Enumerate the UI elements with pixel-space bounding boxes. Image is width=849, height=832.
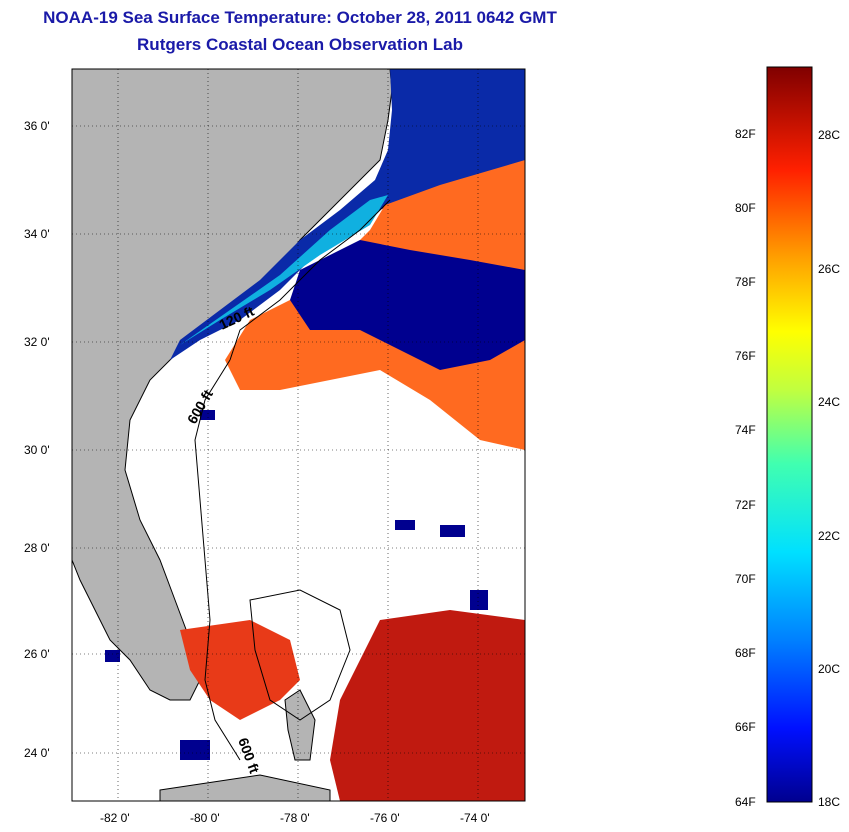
- colorbar-c-label: 18C: [818, 795, 840, 809]
- lat-tick-label: 24 0': [24, 746, 50, 760]
- land-bahamas: [284, 689, 316, 761]
- lat-tick-label: 34 0': [24, 227, 50, 241]
- lat-tick-label: 30 0': [24, 443, 50, 457]
- lat-tick-label: 28 0': [24, 541, 50, 555]
- lat-tick-label: 32 0': [24, 335, 50, 349]
- bathymetry-contour: [249, 589, 351, 721]
- map-frame: [71, 68, 526, 802]
- depth-contour-600ft: [194, 359, 241, 761]
- colorbar-c-label: 28C: [818, 128, 840, 142]
- sst-southwest-warm: [180, 620, 300, 720]
- lat-tick-label: 26 0': [24, 647, 50, 661]
- colorbar-c-label: 20C: [818, 662, 840, 676]
- lon-tick-label: -80 0': [190, 811, 220, 825]
- land-cuba: [159, 774, 331, 801]
- colorbar-f-label: 68F: [735, 646, 756, 660]
- sst-coastal-cold: [170, 69, 525, 360]
- sst-scatter-patches: [105, 410, 488, 760]
- colorbar-f-label: 82F: [735, 127, 756, 141]
- colorbar-f-label: 70F: [735, 572, 756, 586]
- colorbar-f-label: 64F: [735, 795, 756, 809]
- longitude-axis: -82 0' -80 0' -78 0' -76 0' -74 0': [100, 811, 490, 825]
- lon-tick-label: -78 0': [280, 811, 310, 825]
- depth-contour-120ft: [229, 199, 391, 361]
- colorbar: 82F 80F 78F 76F 74F 72F 70F 68F 66F 64F …: [735, 66, 840, 809]
- colorbar-f-label: 78F: [735, 275, 756, 289]
- lon-tick-label: -82 0': [100, 811, 130, 825]
- colorbar-c-label: 26C: [818, 262, 840, 276]
- colorbar-c-label: 24C: [818, 395, 840, 409]
- title-line-2: Rutgers Coastal Ocean Observation Lab: [137, 35, 463, 54]
- colorbar-c-label: 22C: [818, 529, 840, 543]
- sst-cold-eddy: [290, 240, 525, 370]
- colorbar-gradient: [766, 66, 813, 803]
- sst-coastal-teal: [180, 195, 388, 345]
- title-line-1: NOAA-19 Sea Surface Temperature: October…: [43, 8, 557, 27]
- colorbar-f-label: 76F: [735, 349, 756, 363]
- latitude-axis: 36 0' 34 0' 32 0' 30 0' 28 0' 26 0' 24 0…: [24, 119, 50, 760]
- lon-tick-label: -74 0': [460, 811, 490, 825]
- colorbar-f-label: 80F: [735, 201, 756, 215]
- colorbar-f-label: 66F: [735, 720, 756, 734]
- colorbar-f-label: 72F: [735, 498, 756, 512]
- colorbar-f-label: 74F: [735, 423, 756, 437]
- lat-tick-label: 36 0': [24, 119, 50, 133]
- lon-tick-label: -76 0': [370, 811, 400, 825]
- map-area: 120 ft 600 ft 600 ft: [72, 69, 525, 801]
